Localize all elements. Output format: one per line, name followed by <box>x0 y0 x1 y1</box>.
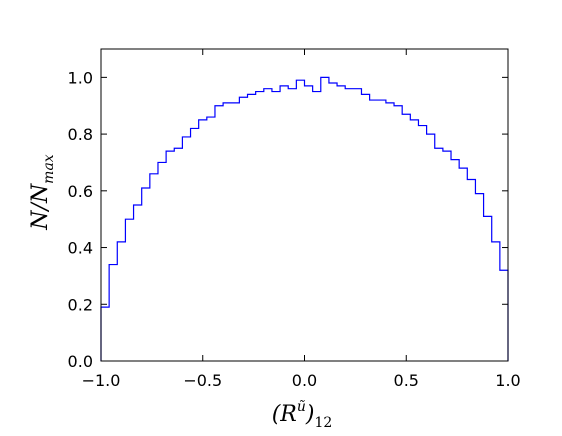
y-tick-label: 0.4 <box>68 239 93 258</box>
y-tick-label: 1.0 <box>68 68 93 87</box>
x-axis: −1.0 −0.5 0.0 0.5 1.0 <box>82 49 521 390</box>
y-axis: 0.0 0.2 0.4 0.6 0.8 1.0 <box>68 68 508 371</box>
plot-area <box>100 48 509 362</box>
histogram-step-line <box>100 76 509 361</box>
y-axis-label: N/Nmax <box>28 154 57 231</box>
plot-frame <box>100 48 509 362</box>
x-tick-label: 1.0 <box>495 371 520 390</box>
y-tick-label: 0.2 <box>68 295 93 314</box>
x-tick-label: −0.5 <box>183 371 222 390</box>
x-tick-label: 0.5 <box>394 371 419 390</box>
x-tick-label: −1.0 <box>82 371 121 390</box>
y-tick-label: 0.6 <box>68 182 93 201</box>
y-tick-label: 0.8 <box>68 125 93 144</box>
y-tick-label: 0.0 <box>68 352 93 371</box>
x-tick-label: 0.0 <box>292 371 317 390</box>
x-axis-label: (Rũ)12 <box>272 399 333 431</box>
